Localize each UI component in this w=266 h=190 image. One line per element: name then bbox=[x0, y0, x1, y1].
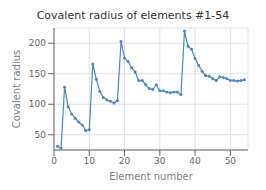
svg-text:100: 100 bbox=[29, 99, 46, 109]
svg-text:Covalent radius: Covalent radius bbox=[11, 50, 22, 128]
svg-text:150: 150 bbox=[29, 69, 46, 79]
html-text:Covalent radius of elements #1: Covalent radius of elements #1-54 bbox=[36, 9, 230, 22]
svg-text:200: 200 bbox=[29, 38, 46, 48]
svg-text:10: 10 bbox=[84, 156, 96, 166]
svg-text:Element number: Element number bbox=[109, 171, 193, 182]
svg-text:20: 20 bbox=[119, 156, 131, 166]
svg-text:0: 0 bbox=[51, 156, 57, 166]
svg-text:50: 50 bbox=[35, 130, 47, 140]
svg-text:40: 40 bbox=[189, 156, 201, 166]
svg-text:30: 30 bbox=[154, 156, 166, 166]
svg-text:50: 50 bbox=[225, 156, 237, 166]
